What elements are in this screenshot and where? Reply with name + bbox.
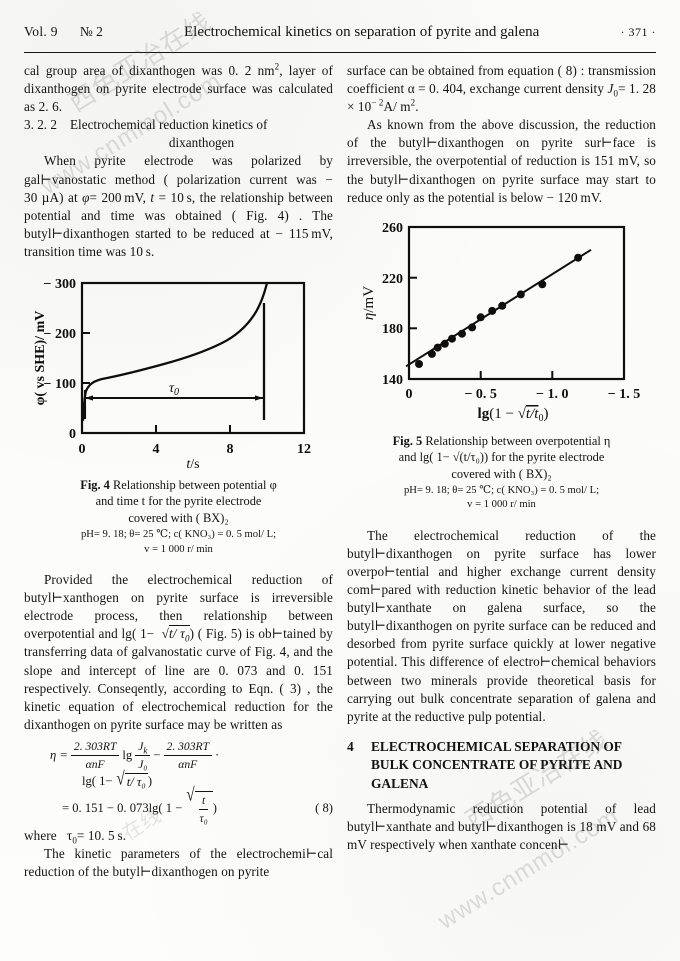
radical-sign-2: √ [186, 785, 195, 806]
figure-5-caption-line3: covered with ( BX)₂ [451, 466, 552, 481]
issue-label: № 2 [79, 24, 103, 39]
svg-text:− 0. 5: − 0. 5 [464, 387, 496, 402]
equation-lhs: η = [50, 747, 68, 762]
equation-8: η = 2. 303RT αnF lg Jk J₀ − 2. 303RT αnF… [24, 738, 333, 827]
equation-line3-sqrt: √ t τ₀ [186, 786, 213, 827]
svg-text:η/mV: η/mV [361, 286, 377, 320]
subsection-heading-322: 3. 2. 2 Electrochemical reduction kineti… [24, 116, 333, 152]
fraction-2-denominator: J₀ [138, 757, 148, 771]
equation-fraction-2: Jk J₀ [135, 738, 151, 773]
figure-4-caption-line1: Relationship between potential φ [113, 478, 277, 493]
svg-text:0: 0 [79, 442, 86, 457]
figure-5-caption-line1: Relationship between overpotential η [425, 433, 611, 448]
svg-text:− 100: − 100 [44, 377, 76, 392]
figure-4: − 300 − 200 − 100 0 0 4 8 12 φ( vs SHE)/… [24, 269, 333, 557]
radicand-fraction: t τ₀ [194, 790, 213, 827]
paragraph-where: where τ0= 10. 5 s. [24, 827, 127, 846]
paragraph-galvanostatic: When pyrite electrode was polarized by g… [24, 153, 333, 259]
svg-text:− 1. 0: − 1. 0 [536, 387, 568, 402]
equation-lg-operator: lg [122, 747, 133, 762]
figure-5-caption-line2: and lg( 1− √(t/τ₀)) for the pyrite elect… [398, 450, 605, 465]
svg-text:t/s: t/s [186, 457, 199, 469]
fraction-1-numerator: 2. 303RT [70, 738, 120, 756]
equation-dot: · [215, 747, 220, 762]
equation-8-line1: η = 2. 303RT αnF lg Jk J₀ − 2. 303RT αnF… [24, 738, 333, 773]
figure-5-data-points [415, 253, 583, 368]
svg-text:− 1. 5: − 1. 5 [608, 387, 640, 402]
running-head-title: Electrochemical kinetics on separation o… [184, 24, 540, 40]
svg-text:φ( vs SHE)/ mV: φ( vs SHE)/ mV [33, 311, 48, 406]
equation-number: ( 8) [315, 801, 333, 816]
header-rule [24, 52, 656, 53]
svg-text:0: 0 [69, 427, 76, 442]
fraction-3-numerator: 2. 303RT [163, 738, 213, 756]
paragraph-kinetic-params: The kinetic parameters of the electroche… [24, 846, 333, 880]
equation-line3-close: ) [212, 801, 217, 816]
equation-fraction-3: 2. 303RT αnF [163, 738, 213, 773]
subsection-number: 3. 2. 2 [24, 117, 57, 133]
equation-line3-result: = 0. 151 − 0. 073lg( 1 − [62, 801, 183, 816]
figure-5-plot: 260 220 180 140 0 − 0. 5 − 1. 0 − 1. 5 η… [361, 221, 640, 424]
left-column: cal group area of dixanthogen was 0. 2 n… [24, 62, 333, 881]
right-column: surface can be obtained from equation ( … [347, 62, 656, 854]
radical-sign: √ [116, 769, 125, 790]
figure-4-caption-line3: covered with ( BX)₂ [128, 510, 229, 525]
figure-4-label: Fig. 4 [80, 478, 110, 493]
figure-4-conditions-line1: pH= 9. 18; θ= 25 ℃; c( KNO₃) = 0. 5 mol/… [80, 529, 277, 541]
section-heading-4: 4 ELECTROCHEMICAL SEPARATION OF BULK CON… [347, 738, 656, 793]
section-number: 4 [347, 738, 354, 754]
figure-4-conditions: pH= 9. 18; θ= 25 ℃; c( KNO₃) = 0. 5 mol/… [24, 528, 333, 557]
equation-line2-close: ) [147, 774, 153, 789]
paragraph-thermodynamic: Thermodynamic reduction potential of lea… [347, 801, 656, 853]
equation-line2-lg: lg( 1− [82, 774, 113, 789]
section-title: ELECTROCHEMICAL SEPARATION OF BULK CONCE… [371, 738, 656, 793]
subsection-title: Electrochemical reduction kinetics of di… [70, 117, 268, 151]
equation-line2-sqrt: √ t/ τ₀ [116, 769, 148, 791]
section-title-line2: BULK CONCENTRATE OF PYRITE AND [371, 757, 623, 773]
svg-text:− 300: − 300 [44, 277, 76, 292]
figure-5-conditions-line2: v = 1 000 r/ min [467, 499, 536, 511]
figure-4-caption-line2: and time t for the pyrite electrode [95, 494, 262, 509]
svg-text:260: 260 [382, 221, 403, 236]
svg-text:180: 180 [382, 322, 403, 337]
paragraph-provided: Provided the electrochemical reduction o… [24, 572, 334, 732]
section-title-line1: ELECTROCHEMICAL SEPARATION OF [371, 738, 622, 754]
svg-text:− 200: − 200 [44, 327, 76, 342]
equation-8-line3: = 0. 151 − 0. 073lg( 1 − √ t τ₀ ) ( 8) [24, 786, 333, 827]
figure-5-conditions-line1: pH= 9. 18; θ= 25 ℃; c( KNO₃) = 0. 5 mol/… [403, 484, 600, 496]
svg-text:8: 8 [227, 442, 234, 457]
running-head: Vol. 9 № 2 Electrochemical kinetics on s… [24, 24, 656, 54]
paragraph-surface: surface can be obtained from equation ( … [347, 63, 657, 115]
radicand-numerator: t [199, 792, 209, 810]
figure-4-plot: − 300 − 200 − 100 0 0 4 8 12 φ( vs SHE)/… [33, 277, 311, 469]
svg-text:140: 140 [382, 373, 403, 388]
equation-minus: − [153, 747, 161, 762]
paragraph-as-known: As known from the above discussion, the … [347, 117, 656, 205]
svg-text:12: 12 [297, 442, 311, 457]
svg-text:4: 4 [153, 442, 160, 457]
fraction-3-denominator: αnF [178, 757, 198, 771]
figure-4-conditions-line2: v = 1 000 r/ min [144, 543, 213, 555]
page-number: · 371 · [620, 25, 656, 39]
figure-5-conditions: pH= 9. 18; θ= 25 ℃; c( KNO₃) = 0. 5 mol/… [347, 484, 656, 513]
svg-text:τ0: τ0 [169, 381, 179, 398]
figure-5: 260 220 180 140 0 − 0. 5 − 1. 0 − 1. 5 η… [347, 215, 656, 513]
radicand-denominator: τ₀ [199, 811, 208, 825]
radicand: t/ τ₀ [124, 772, 148, 789]
paragraph-continued: cal group area of dixanthogen was 0. 2 n… [24, 61, 333, 115]
fraction-1-denominator: αnF [85, 757, 105, 771]
paragraph-electrochemical-reduction: The electrochemical reduction of the but… [347, 527, 656, 724]
equation-fraction-1: 2. 303RT αnF [70, 738, 120, 773]
section-title-line3: GALENA [371, 775, 429, 791]
figure-4-caption: Fig. 4 Relationship between potential φ … [24, 477, 333, 526]
svg-text:0: 0 [406, 387, 413, 402]
figure-5-caption: Fig. 5 Relationship between overpotentia… [347, 433, 656, 482]
svg-text:220: 220 [382, 272, 403, 287]
svg-text:lg(1 − √t/t0): lg(1 − √t/t0) [478, 406, 549, 424]
fraction-2-numerator: Jk [135, 738, 151, 756]
volume-label: Vol. 9 [24, 24, 58, 39]
figure-5-label: Fig. 5 [392, 433, 423, 448]
equation-8-line2: lg( 1− √ t/ τ₀ ) [24, 769, 333, 791]
